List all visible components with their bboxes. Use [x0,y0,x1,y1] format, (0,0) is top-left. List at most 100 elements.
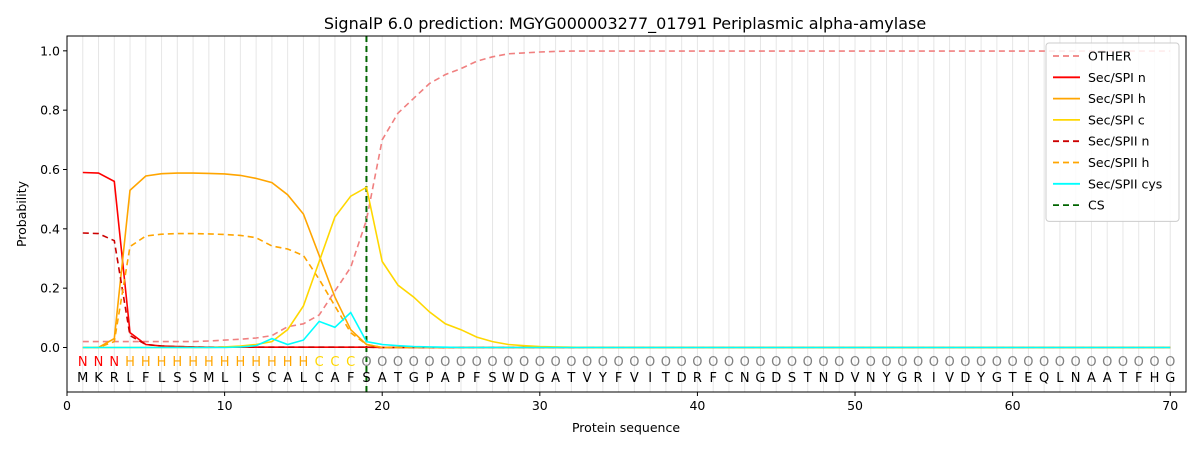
region-label: O [913,355,923,370]
residue-label: F [615,371,622,386]
x-tick-label: 60 [1005,398,1021,413]
residue-label: V [851,371,860,386]
y-tick-label: 0.8 [40,103,60,118]
residue-label: I [238,371,242,386]
residue-label: S [189,371,197,386]
region-label: O [456,355,466,370]
region-label: O [897,355,907,370]
region-label: C [315,355,324,370]
region-label: O [598,355,608,370]
region-label: O [692,355,702,370]
y-tick-label: 1.0 [40,43,60,58]
region-label: O [834,355,844,370]
x-tick-label: 40 [689,398,705,413]
residue-label: A [330,371,339,386]
legend-label: Sec/SPII h [1088,155,1149,170]
region-label: O [535,355,545,370]
residue-label: G [992,371,1002,386]
region-label: O [409,355,419,370]
region-label: O [472,355,482,370]
residue-label: C [267,371,276,386]
region-label: O [881,355,891,370]
legend-label: Sec/SPII cys [1088,176,1162,191]
region-label: O [1102,355,1112,370]
series-line-sec-spii-n [82,232,1171,349]
residue-label: N [740,371,750,386]
residue-label: S [252,371,260,386]
residue-label: H [1150,371,1160,386]
region-label: O [944,355,954,370]
region-label: O [1149,355,1159,370]
x-tick-label: 50 [847,398,863,413]
x-tick-label: 10 [217,398,233,413]
residue-label: T [1008,371,1017,386]
region-label: O [566,355,576,370]
residue-label: F [142,371,149,386]
residue-label: F [473,371,480,386]
residue-label: R [110,371,119,386]
region-label: N [109,355,119,370]
residue-label: G [535,371,545,386]
residue-label: L [126,371,134,386]
residue-label: L [1056,371,1064,386]
region-label: H [283,355,293,370]
region-label: O [361,355,371,370]
residue-label: F [709,371,716,386]
residue-label: A [1103,371,1112,386]
region-label: H [235,355,245,370]
region-label: O [424,355,434,370]
region-label: H [125,355,135,370]
legend-label: Sec/SPI n [1088,70,1146,85]
series-line-other [82,50,1171,343]
residue-label: I [648,371,652,386]
region-label: O [1086,355,1096,370]
region-label: O [818,355,828,370]
region-label: O [614,355,624,370]
legend-label: Sec/SPII n [1088,134,1149,149]
region-label: O [708,355,718,370]
region-label: O [487,355,497,370]
residue-label: P [457,371,465,386]
residue-label: L [158,371,166,386]
region-label: H [299,355,309,370]
residue-label: D [960,371,970,386]
residue-label: L [300,371,308,386]
residue-label: T [393,371,402,386]
residue-label: S [173,371,181,386]
residue-label: K [94,371,103,386]
legend-label: Sec/SPI c [1088,112,1145,127]
series-line-sec-spi-n [82,171,1171,349]
chart-title: SignalP 6.0 prediction: MGYG000003277_01… [324,14,926,34]
residue-label: A [441,371,450,386]
residue-label: I [932,371,936,386]
x-axis-ticks: 0 10 20 30 40 50 60 70 [63,392,1178,413]
y-tick-label: 0.2 [40,281,60,296]
region-label: O [755,355,765,370]
residue-label: D [519,371,529,386]
residue-label: R [693,371,702,386]
legend-label: CS [1088,198,1105,213]
region-label: O [1165,355,1175,370]
region-label: O [866,355,876,370]
region-label: N [94,355,104,370]
y-tick-label: 0.6 [40,162,60,177]
y-axis-ticks: 0.0 0.2 0.4 0.6 0.8 1.0 [40,43,67,355]
residue-label: D [771,371,781,386]
legend-label: Sec/SPI h [1088,91,1146,106]
region-label: O [992,355,1002,370]
residue-label: S [362,371,370,386]
region-label: C [330,355,339,370]
x-tick-label: 70 [1162,398,1178,413]
region-label: O [1118,355,1128,370]
residue-label: Q [1039,371,1049,386]
region-label: O [929,355,939,370]
residue-label: G [755,371,765,386]
plot-frame [66,35,1187,393]
residue-label: R [914,371,923,386]
residue-label: M [203,371,214,386]
residue-label: V [583,371,592,386]
region-label: O [1134,355,1144,370]
region-label: O [661,355,671,370]
region-label: H [188,355,198,370]
